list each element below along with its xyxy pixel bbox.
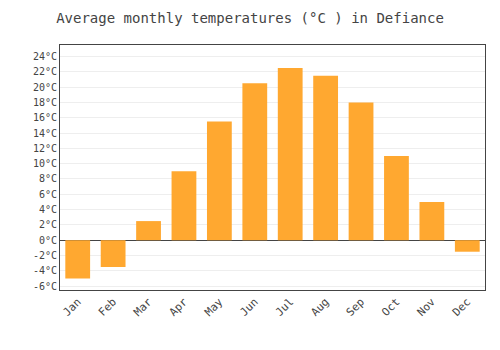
svg-text:Sep: Sep: [344, 296, 367, 319]
svg-text:Jun: Jun: [238, 296, 261, 319]
svg-text:May: May: [202, 295, 226, 319]
svg-text:-2°C: -2°C: [33, 250, 57, 261]
svg-text:24°C: 24°C: [33, 51, 57, 62]
svg-text:2°C: 2°C: [39, 219, 57, 230]
svg-text:20°C: 20°C: [33, 82, 57, 93]
svg-text:Dec: Dec: [450, 296, 473, 319]
svg-text:Oct: Oct: [379, 296, 402, 319]
svg-text:-4°C: -4°C: [33, 265, 57, 276]
svg-text:0°C: 0°C: [39, 235, 57, 246]
svg-text:-6°C: -6°C: [33, 281, 57, 292]
svg-text:18°C: 18°C: [33, 97, 57, 108]
svg-text:Aug: Aug: [308, 296, 331, 319]
svg-text:Apr: Apr: [167, 295, 191, 319]
svg-text:16°C: 16°C: [33, 112, 57, 123]
svg-text:Average monthly temperatures (: Average monthly temperatures (°C ) in De…: [56, 10, 444, 26]
svg-text:8°C: 8°C: [39, 173, 57, 184]
svg-text:6°C: 6°C: [39, 189, 57, 200]
svg-text:Nov: Nov: [415, 295, 439, 319]
svg-text:14°C: 14°C: [33, 128, 57, 139]
svg-text:Feb: Feb: [96, 296, 119, 319]
svg-text:22°C: 22°C: [33, 66, 57, 77]
svg-text:Jan: Jan: [60, 296, 83, 319]
svg-text:12°C: 12°C: [33, 143, 57, 154]
svg-text:10°C: 10°C: [33, 158, 57, 169]
svg-text:Mar: Mar: [131, 295, 155, 319]
svg-text:Jul: Jul: [273, 296, 296, 319]
svg-text:4°C: 4°C: [39, 204, 57, 215]
